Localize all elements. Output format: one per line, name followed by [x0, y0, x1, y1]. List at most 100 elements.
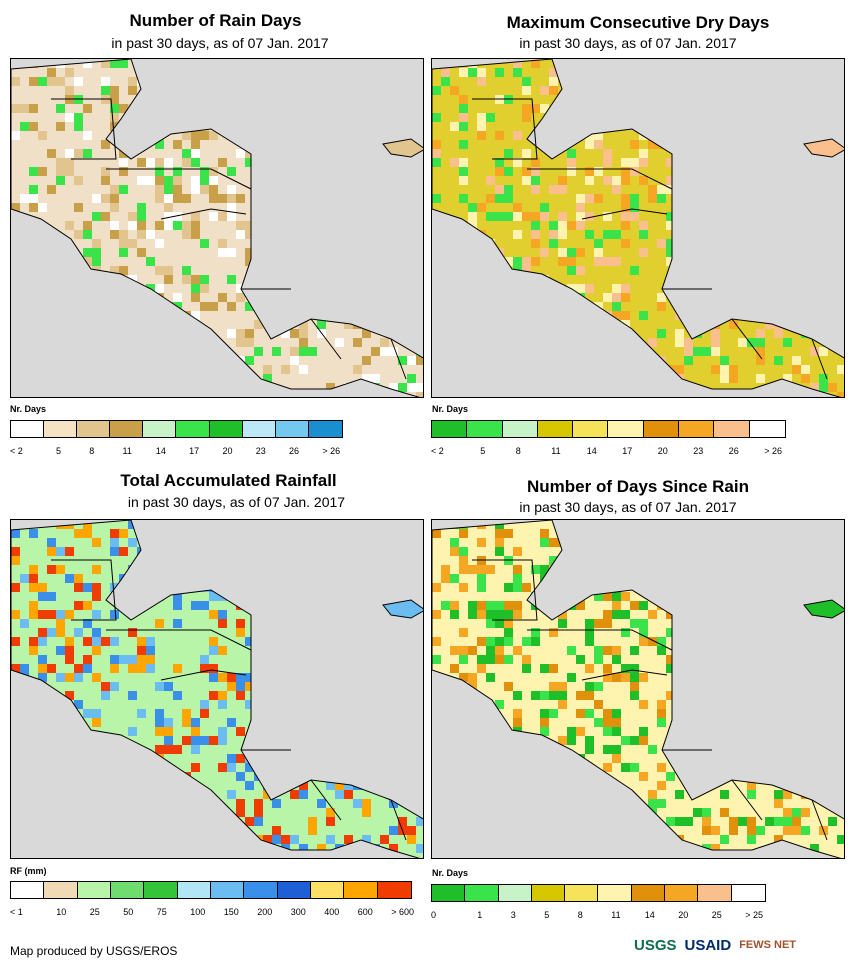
grid-cell: [729, 230, 738, 239]
grid-cell: [155, 682, 164, 691]
grid-cell: [549, 329, 558, 338]
grid-cell: [477, 338, 486, 347]
grid-cell: [477, 203, 486, 212]
grid-cell: [290, 718, 299, 727]
legend-swatch: [110, 421, 144, 437]
grid-cell: [828, 167, 837, 176]
grid-cell: [837, 302, 844, 311]
grid-cell: [810, 538, 819, 547]
legend-swatch: [143, 421, 177, 437]
grid-cell: [335, 673, 344, 682]
grid-cell: [729, 556, 738, 565]
grid-cell: [504, 167, 513, 176]
grid-cell: [371, 284, 380, 293]
grid-cell: [398, 185, 407, 194]
grid-cell: [486, 853, 495, 858]
grid-cell: [828, 817, 837, 826]
grid-cell: [603, 149, 612, 158]
grid-cell: [612, 77, 621, 86]
grid-cell: [828, 230, 837, 239]
grid-cell: [459, 176, 468, 185]
grid-cell: [459, 709, 468, 718]
grid-cell: [792, 239, 801, 248]
grid-cell: [74, 329, 83, 338]
grid-cell: [522, 176, 531, 185]
grid-cell: [380, 547, 389, 556]
agency-logos: USGS USAID FEWS NET: [634, 932, 844, 958]
grid-cell: [549, 565, 558, 574]
grid-cell: [432, 745, 441, 754]
grid-cell: [810, 709, 819, 718]
grid-cell: [56, 167, 65, 176]
grid-cell: [702, 248, 711, 257]
grid-cell: [522, 655, 531, 664]
grid-cell: [200, 302, 209, 311]
grid-cell: [344, 212, 353, 221]
grid-cell: [47, 311, 56, 320]
grid-cell: [648, 844, 657, 853]
grid-cell: [236, 374, 245, 383]
grid-cell: [531, 320, 540, 329]
grid-cell: [468, 601, 477, 610]
grid-cell: [47, 835, 56, 844]
grid-cell: [819, 176, 828, 185]
grid-cell: [38, 203, 47, 212]
grid-cell: [299, 185, 308, 194]
grid-cell: [119, 365, 128, 374]
grid-cell: [450, 610, 459, 619]
grid-cell: [182, 835, 191, 844]
grid-cell: [254, 86, 263, 95]
grid-cell: [416, 565, 423, 574]
grid-cell: [477, 302, 486, 311]
grid-cell: [83, 619, 92, 628]
grid-cell: [83, 781, 92, 790]
grid-cell: [281, 329, 290, 338]
grid-cell: [648, 59, 657, 68]
grid-cell: [747, 781, 756, 790]
grid-cell: [558, 610, 567, 619]
grid-cell: [38, 673, 47, 682]
grid-cell: [335, 781, 344, 790]
grid-cell: [666, 248, 675, 257]
grid-cell: [819, 374, 828, 383]
grid-cell: [450, 320, 459, 329]
country-border: [581, 208, 668, 220]
grid-cell: [92, 673, 101, 682]
grid-cell: [603, 176, 612, 185]
grid-cell: [567, 347, 576, 356]
grid-cell: [353, 610, 362, 619]
grid-cell: [326, 601, 335, 610]
grid-cell: [83, 601, 92, 610]
grid-cell: [119, 347, 128, 356]
grid-cell: [191, 140, 200, 149]
grid-cell: [128, 574, 137, 583]
grid-cell: [549, 302, 558, 311]
grid-cell: [450, 574, 459, 583]
grid-cell: [128, 844, 137, 853]
grid-cell: [585, 736, 594, 745]
grid-cell: [308, 140, 317, 149]
grid-cell: [353, 302, 362, 311]
grid-cell: [254, 646, 263, 655]
grid-cell: [738, 221, 747, 230]
grid-cell: [495, 610, 504, 619]
grid-cell: [540, 383, 549, 392]
grid-cell: [594, 781, 603, 790]
grid-cell: [774, 239, 783, 248]
grid-cell: [362, 808, 371, 817]
grid-cell: [495, 637, 504, 646]
grid-cell: [648, 140, 657, 149]
grid-cell: [218, 86, 227, 95]
grid-cell: [344, 727, 353, 736]
grid-cell: [380, 673, 389, 682]
grid-cell: [720, 592, 729, 601]
grid-cell: [74, 320, 83, 329]
grid-cell: [567, 167, 576, 176]
grid-cell: [468, 808, 477, 817]
grid-cell: [792, 817, 801, 826]
grid-cell: [155, 194, 164, 203]
grid-cell: [416, 194, 423, 203]
grid-cell: [200, 664, 209, 673]
grid-cell: [263, 835, 272, 844]
grid-cell: [486, 817, 495, 826]
